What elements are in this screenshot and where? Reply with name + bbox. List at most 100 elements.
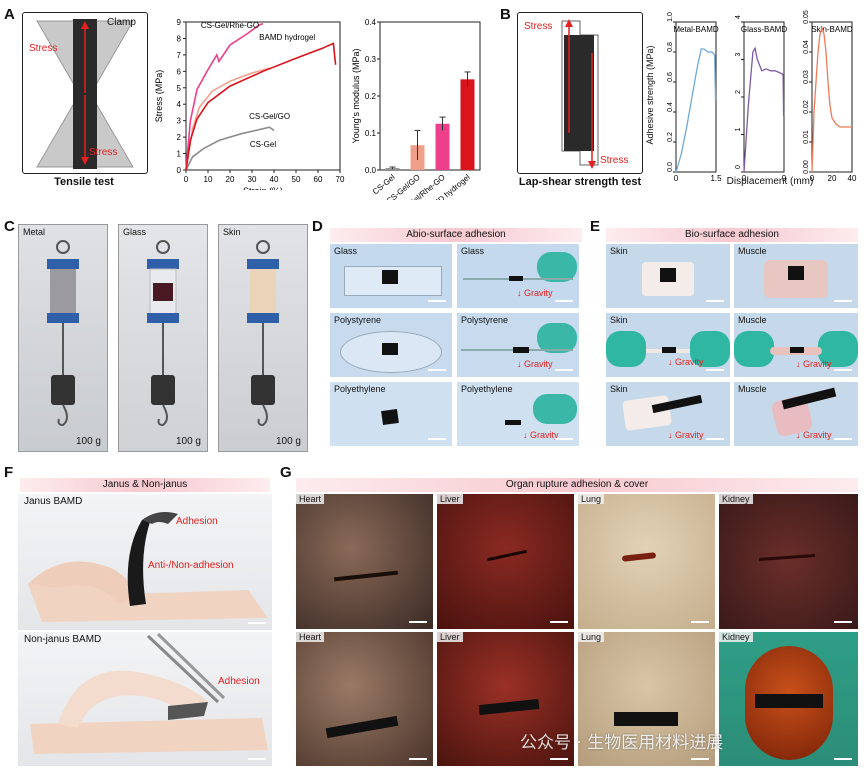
- y-tick-label: 0: [177, 166, 182, 175]
- series-line: [743, 46, 785, 173]
- gravity-label: ↓ Gravity: [668, 430, 704, 440]
- panel-label-b: B: [500, 6, 511, 23]
- tile-label: Lung: [578, 494, 605, 504]
- abio-tile-1: Glass: [330, 244, 452, 308]
- bio-tile-3: Skin ↓ Gravity: [606, 313, 730, 377]
- non-adhesion-label: Anti-/Non-adhesion: [148, 560, 234, 571]
- tile-label: Muscle: [738, 246, 767, 256]
- hanging-weight-drawing: [247, 240, 279, 427]
- stress-label-top: Stress: [524, 21, 553, 32]
- non-janus-bamd-photo: Non-janus BAMD Adhesion: [18, 632, 272, 766]
- y-tick-label: 0.2: [365, 92, 377, 101]
- bio-tile-1: Skin: [606, 244, 730, 308]
- bio-tile-4: Muscle ↓ Gravity: [734, 313, 858, 377]
- organ-banner: Organ rupture adhesion & cover: [296, 478, 858, 492]
- tile-label: Glass: [461, 246, 485, 256]
- y-tick-label: 1: [177, 150, 182, 159]
- tile-label: Kidney: [719, 632, 753, 642]
- tile-label: Polyethylene: [334, 384, 386, 394]
- tile-label: Muscle: [738, 315, 767, 325]
- y-tick-label: 0.04: [803, 40, 810, 54]
- liver-rupture-photo: Liver: [437, 494, 574, 629]
- chart-title: Skin-BAMD: [811, 25, 853, 34]
- x-tick-label: 0: [810, 174, 815, 182]
- abio-tile-2: Glass ↓ Gravity: [457, 244, 579, 308]
- abio-surface-banner: Abio-surface adhesion: [330, 228, 582, 242]
- y-tick-label: 0.0: [365, 166, 377, 175]
- lap-shear-drawing: [561, 19, 599, 169]
- tile-label: Heart: [296, 494, 325, 504]
- series-line-cs-gel-go: [185, 67, 270, 171]
- y-tick-label: 0: [735, 165, 742, 169]
- panel-label-g: G: [280, 464, 292, 481]
- y-tick-label: 0.3: [365, 55, 377, 64]
- y-axis-label: Young's modulus (MPa): [351, 49, 361, 144]
- bio-surface-banner: Bio-surface adhesion: [606, 228, 858, 242]
- skin-bamd-chart: 0.00 0.01 0.02 0.03 0.04 0.05 0 20 40 Skin-BAMD: [803, 10, 857, 182]
- stress-strain-chart: 0 10 20 30 40 50 60 70 0 1 2 3 4 5 6 7 8 9 Strain (%) Stres…: [154, 18, 345, 190]
- plot-frame: [185, 21, 341, 171]
- series-line: [675, 48, 717, 173]
- metal-hanging-photo: Metal 100 g: [18, 224, 108, 452]
- x-tick-label: 10: [204, 175, 213, 184]
- tile-label: Glass: [334, 246, 358, 256]
- y-tick-label: 8: [177, 34, 182, 43]
- x-tick-label: 60: [314, 175, 323, 184]
- bio-tile-2: Muscle: [734, 244, 858, 308]
- y-tick-label: 0.4: [365, 18, 377, 27]
- hanging-weight-drawing: [147, 240, 179, 427]
- tile-label: Liver: [437, 494, 463, 504]
- janus-banner: Janus & Non-janus: [20, 478, 270, 492]
- series-annotation: CS-Gel: [250, 140, 276, 149]
- x-tick-label: 20: [828, 174, 837, 182]
- adhesion-label: Adhesion: [176, 516, 218, 527]
- tensile-test-drawing: [36, 19, 134, 169]
- y-tick-label: 0.0: [667, 162, 674, 172]
- y-tick-label: 0.00: [803, 160, 810, 174]
- y-tick-label: 0.2: [667, 132, 674, 142]
- series-annotation: BAMD hydrogel: [259, 33, 315, 42]
- x-tick-label: 9: [782, 174, 787, 182]
- abio-tile-5: Polyethylene: [330, 382, 452, 446]
- tile-label: Glass: [123, 227, 147, 237]
- tensile-test-caption: Tensile test: [54, 176, 114, 188]
- y-tick-label: 1: [735, 127, 742, 131]
- tile-label: Skin: [610, 315, 628, 325]
- gravity-label: ↓ Gravity: [517, 359, 553, 369]
- heart-rupture-photo: Heart: [296, 494, 433, 629]
- skin-hanging-photo: Skin 100 g: [218, 224, 308, 452]
- glass-hanging-photo: Glass 100 g: [118, 224, 208, 452]
- bio-tile-5: Skin ↓ Gravity: [606, 382, 730, 446]
- non-janus-label: Non-janus BAMD: [24, 634, 102, 645]
- bar-cs-gel-rhe-go: [435, 123, 450, 170]
- lap-shear-schematic: Stress Stress: [517, 12, 643, 174]
- x-tick-label: 70: [336, 175, 345, 184]
- tile-label: Polyethylene: [461, 384, 513, 394]
- x-tick-label: 50: [292, 175, 301, 184]
- series-annotation: CS-Gel/GO: [249, 112, 290, 121]
- bio-tile-6: Muscle ↓ Gravity: [734, 382, 858, 446]
- gravity-label: ↓ Gravity: [796, 430, 832, 440]
- series-line-cs-gel: [185, 126, 275, 171]
- tile-label: Kidney: [719, 494, 753, 504]
- hanging-weight-drawing: [47, 240, 79, 427]
- x-axis-label: Strain (%): [243, 186, 283, 190]
- y-tick-label: 0.1: [365, 129, 377, 138]
- gravity-label: ↓ Gravity: [523, 430, 559, 440]
- abio-tile-3: Polystyrene: [330, 313, 452, 377]
- y-tick-label: 0.03: [803, 70, 810, 84]
- y-tick-label: 4: [177, 100, 182, 109]
- janus-label: Janus BAMD: [24, 496, 83, 507]
- chart-title: Metal-BAMD: [673, 25, 719, 34]
- lung-cover-photo: Lung: [578, 632, 715, 766]
- liver-cover-photo: Liver: [437, 632, 574, 766]
- stress-label-bottom: Stress: [89, 147, 118, 158]
- stress-label-top: Stress: [29, 43, 58, 54]
- kidney-rupture-photo: Kidney: [719, 494, 858, 629]
- lung-rupture-photo: Lung: [578, 494, 715, 629]
- y-tick-label: 3: [177, 117, 182, 126]
- x-tick-label: 20: [226, 175, 235, 184]
- series-line: [811, 25, 852, 173]
- x-tick-label: 40: [848, 174, 857, 182]
- gravity-label: ↓ Gravity: [796, 359, 832, 369]
